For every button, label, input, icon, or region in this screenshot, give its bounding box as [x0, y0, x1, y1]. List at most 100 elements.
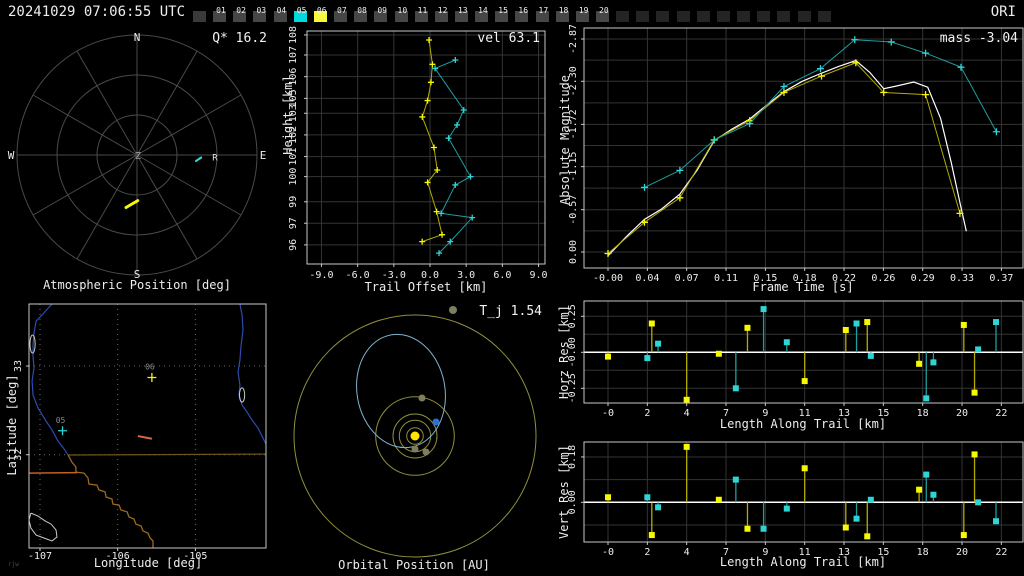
- trail-offset-xlabel: Trail Offset [km]: [364, 280, 488, 294]
- trail-series-06: [419, 36, 446, 245]
- residual-marker: [605, 353, 611, 360]
- camera-status-indicator: [233, 11, 247, 22]
- residual-marker: [930, 359, 937, 366]
- camera-box-blank: [193, 8, 209, 24]
- camera-box-02: 02: [233, 6, 249, 24]
- camera-number: 07: [337, 6, 347, 15]
- trail-series-05: [432, 56, 476, 257]
- residual-marker: [648, 532, 655, 539]
- camera-box-blank: [656, 8, 672, 24]
- camera-status-indicator: [676, 11, 690, 22]
- compass-east: E: [260, 149, 267, 162]
- camera-number: 14: [478, 6, 488, 15]
- x-tick-label: 0.18: [793, 273, 817, 284]
- camera-status-indicator: [495, 11, 509, 22]
- camera-status-indicator: [394, 11, 408, 22]
- plus-marker: [447, 238, 454, 245]
- plus-marker: [454, 121, 461, 128]
- residual-marker: [801, 465, 808, 472]
- camera-number: 01: [216, 6, 226, 15]
- residual-marker: [853, 320, 860, 327]
- camera-number: 10: [397, 6, 408, 15]
- y-tick-label: -0.57: [568, 195, 579, 225]
- plus-marker: [956, 209, 964, 217]
- camera-status-indicator: [475, 11, 489, 22]
- residual-marker: [842, 326, 849, 333]
- lake-outline: [29, 334, 36, 354]
- horz-residuals-plot: -0 2 4 7 9 11 13 15 18 20 22 0.25 -0.00 -0.25: [567, 300, 1024, 419]
- plus-marker: [676, 194, 684, 202]
- sun-dot: [410, 431, 420, 441]
- x-tick-label: 0.15: [753, 273, 777, 284]
- camera-number: 16: [518, 6, 529, 15]
- camera-status-indicator: [716, 11, 730, 22]
- plus-marker: [438, 210, 445, 217]
- meteor-track-06: [124, 198, 140, 209]
- camera-box-08: 08: [354, 6, 370, 24]
- residual-marker: [744, 525, 751, 532]
- planet-mars: [418, 394, 426, 402]
- plus-marker: [640, 183, 648, 191]
- tisserand-annotation: T_j 1.54: [479, 304, 542, 319]
- x-tick-label: 13: [838, 547, 850, 558]
- x-tick-label: 20: [956, 408, 968, 419]
- camera-number: 15: [498, 6, 508, 15]
- x-tick-label: 0.37: [989, 273, 1013, 284]
- camera-status-indicator: [757, 11, 771, 22]
- camera-status-indicator: [636, 11, 650, 22]
- residual-marker: [655, 504, 662, 511]
- x-tick-label: -105: [183, 551, 207, 562]
- camera-box-blank: [817, 8, 834, 24]
- x-tick-label: 15: [877, 408, 889, 419]
- x-tick-label: 22: [995, 408, 1007, 419]
- camera-status-indicator: [354, 11, 368, 22]
- y-tick-label: -0.25: [567, 373, 578, 403]
- y-tick-label: -1.15: [568, 152, 579, 182]
- height-ylabel: Height [km]: [281, 75, 295, 155]
- orbit-jupiter: [293, 314, 537, 558]
- camera-box-15: 15: [495, 6, 511, 24]
- residual-marker: [744, 324, 751, 331]
- camera-status-indicator: [797, 11, 811, 22]
- plus-marker: [424, 179, 431, 186]
- camera-status-indicator: [515, 11, 529, 22]
- camera-box-17: 17: [535, 6, 552, 24]
- station-label-05: 05: [56, 416, 66, 425]
- residual-marker: [760, 306, 767, 313]
- y-tick-label: 107: [288, 46, 299, 64]
- x-tick-label: 0.26: [871, 273, 895, 284]
- compass-south: S: [134, 268, 141, 281]
- residual-marker: [760, 525, 767, 532]
- residual-marker: [971, 451, 978, 458]
- plus-marker: [452, 56, 459, 63]
- grid: [584, 442, 1023, 542]
- meteoroid-orbit: [356, 333, 446, 449]
- residual-marker: [916, 486, 923, 493]
- camera-status-indicator: [596, 11, 609, 22]
- plus-marker: [851, 36, 859, 44]
- camera-box-11: 11: [414, 6, 431, 24]
- x-tick-label: 22: [995, 547, 1007, 558]
- plus-marker: [445, 135, 452, 142]
- residual-series-05: [644, 471, 999, 532]
- mass-annotation: mass -3.04: [939, 31, 1018, 46]
- plus-marker: [922, 49, 930, 57]
- x-tick-label: -107: [28, 551, 52, 562]
- camera-box-03: 03: [253, 6, 269, 24]
- fit-line: [607, 59, 967, 257]
- x-tick-label: 4: [684, 408, 690, 419]
- plus-marker: [467, 173, 474, 180]
- camera-status-indicator: [213, 11, 227, 22]
- residual-marker: [975, 346, 982, 353]
- y-tick-label: 32: [13, 449, 24, 461]
- plus-marker: [887, 38, 895, 46]
- length-along-trail-xlabel-vert: Length Along Trail [km]: [719, 555, 887, 569]
- orbital-position-title: Orbital Position [AU]: [338, 558, 490, 572]
- orbit-mercury: [406, 427, 424, 445]
- plus-marker: [427, 79, 434, 86]
- y-tick-label: 106: [288, 68, 299, 86]
- residual-marker: [916, 360, 923, 367]
- camera-box-19: 19: [575, 6, 592, 24]
- plus-marker: [957, 63, 965, 71]
